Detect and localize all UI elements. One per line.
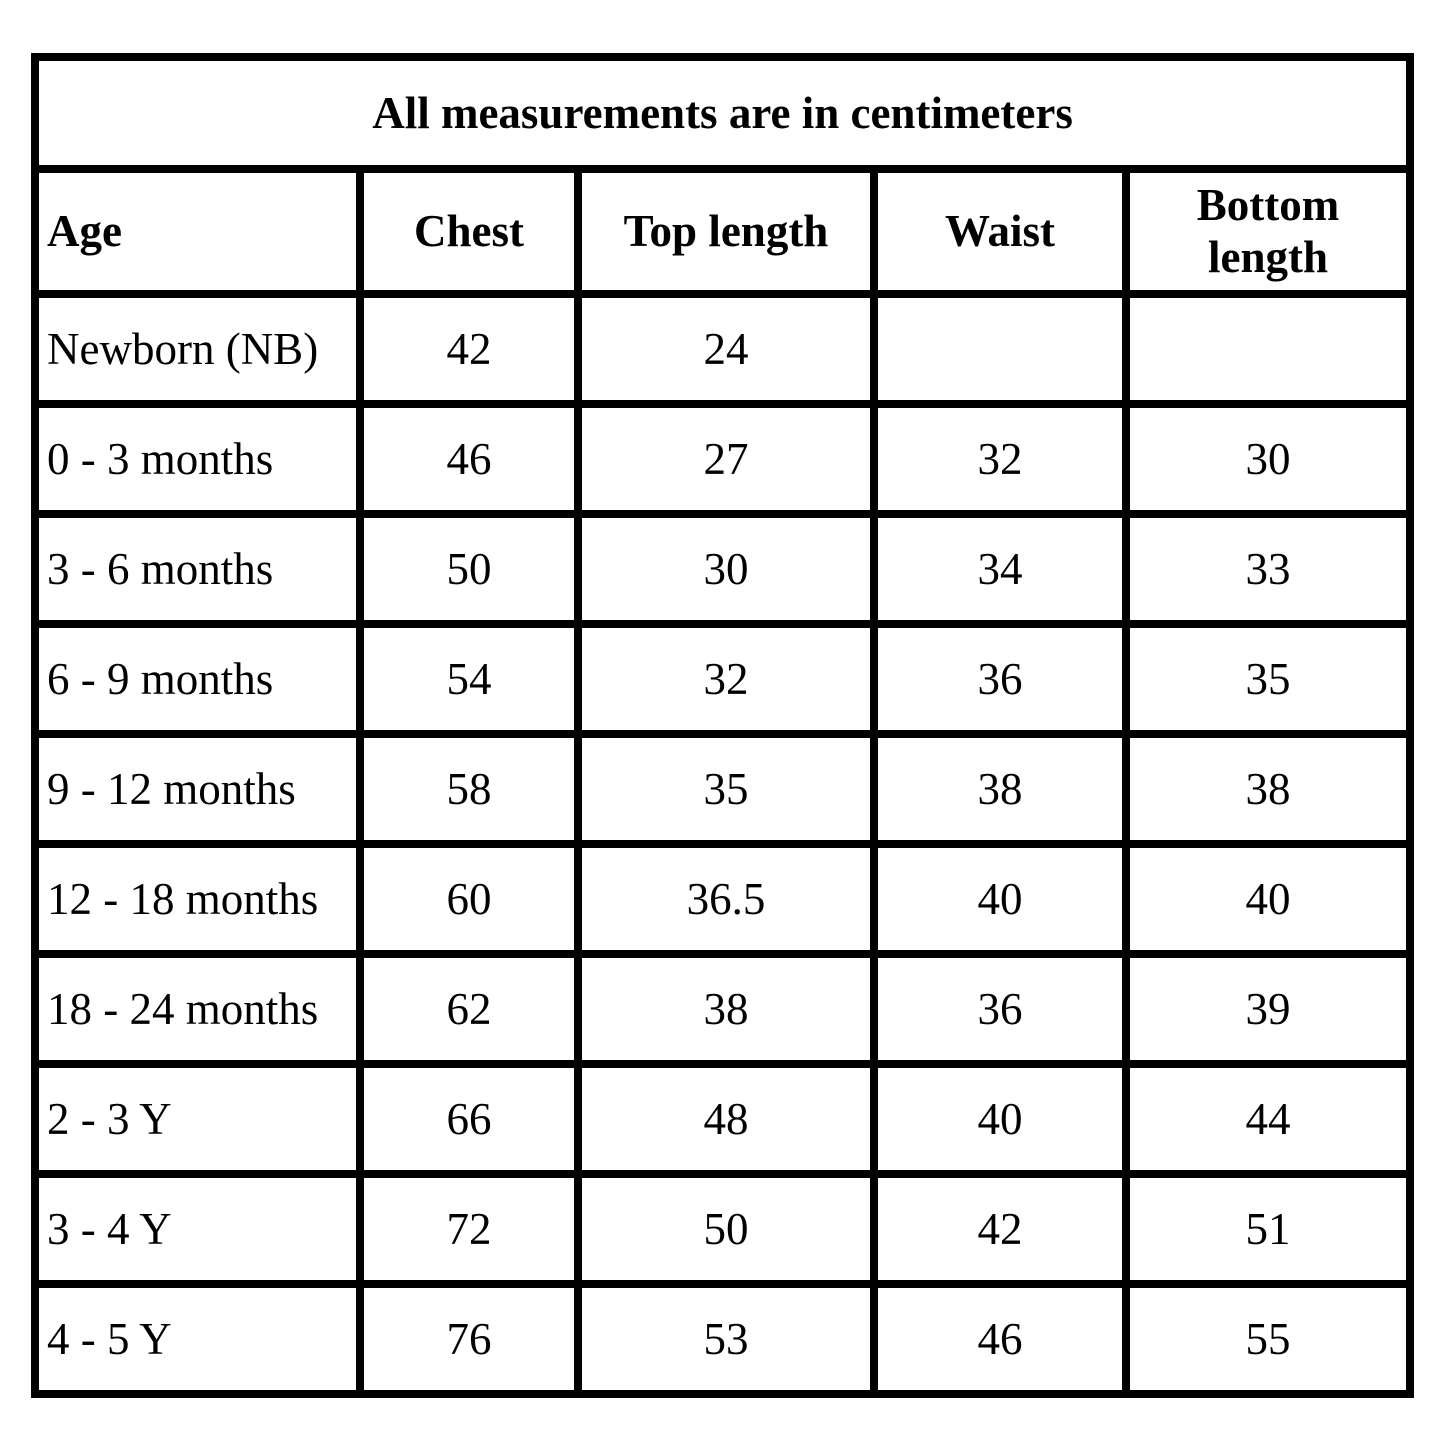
column-header-waist: Waist [870, 165, 1130, 298]
measurement-cell: 32 [574, 620, 878, 738]
measurement-cell: 33 [1121, 510, 1415, 628]
measurement-cell [870, 290, 1130, 408]
table-row: 4 - 5 Y 76 53 46 55 [31, 1280, 1415, 1398]
table-title-row: All measurements are in centimeters [30, 53, 1415, 173]
age-cell: 0 - 3 months [31, 400, 364, 518]
measurement-cell: 35 [1121, 620, 1415, 738]
measurement-cell: 38 [870, 730, 1130, 848]
column-header-label: Chest [414, 205, 524, 256]
measurement-cell: 40 [870, 840, 1130, 958]
measurement-cell: 72 [356, 1170, 582, 1288]
measurement-cell: 50 [356, 510, 582, 628]
measurement-cell: 66 [356, 1060, 582, 1178]
age-cell: 2 - 3 Y [31, 1060, 364, 1178]
measurement-cell: 51 [1121, 1170, 1415, 1288]
measurement-cell: 39 [1121, 950, 1415, 1068]
table-row: 3 - 4 Y 72 50 42 51 [31, 1170, 1415, 1288]
column-header-chest: Chest [356, 165, 582, 298]
measurement-cell: 60 [356, 840, 582, 958]
measurement-cell: 42 [870, 1170, 1130, 1288]
measurement-cell: 40 [1121, 840, 1415, 958]
table-row: 9 - 12 months 58 35 38 38 [31, 730, 1415, 848]
column-header-label: Age [47, 205, 122, 256]
measurement-cell: 46 [870, 1280, 1130, 1398]
column-header-label: Top length [623, 205, 829, 256]
size-chart-table: All measurements are in centimeters Age C… [30, 53, 1415, 1398]
age-cell: 12 - 18 months [31, 840, 364, 958]
measurement-cell: 30 [1121, 400, 1415, 518]
measurement-cell: 38 [1121, 730, 1415, 848]
measurement-cell: 30 [574, 510, 878, 628]
measurement-cell: 40 [870, 1060, 1130, 1178]
table-row: 18 - 24 months 62 38 36 39 [31, 950, 1415, 1068]
age-cell: 18 - 24 months [31, 950, 364, 1068]
age-cell: 6 - 9 months [31, 620, 364, 738]
table-row: 3 - 6 months 50 30 34 33 [31, 510, 1415, 628]
measurement-cell: 27 [574, 400, 878, 518]
table-row: 12 - 18 months 60 36.5 40 40 [31, 840, 1415, 958]
table-row: Newborn (NB) 42 24 [31, 290, 1415, 408]
table-row: 0 - 3 months 46 27 32 30 [31, 400, 1415, 518]
measurement-cell: 53 [574, 1280, 878, 1398]
column-header-label: Waist [944, 205, 1056, 256]
column-header-bottom-length: Bottom length [1121, 165, 1415, 298]
column-header-age: Age [31, 165, 364, 298]
measurement-cell [1121, 290, 1415, 408]
age-cell: 3 - 6 months [31, 510, 364, 628]
table-body: Newborn (NB) 42 24 0 - 3 months 46 27 32 30 3 - … [31, 290, 1415, 1398]
measurement-cell: 62 [356, 950, 582, 1068]
measurement-cell: 46 [356, 400, 582, 518]
age-cell: 4 - 5 Y [31, 1280, 364, 1398]
measurement-cell: 36 [870, 950, 1130, 1068]
table-row: 6 - 9 months 54 32 36 35 [31, 620, 1415, 738]
table-row: 2 - 3 Y 66 48 40 44 [31, 1060, 1415, 1178]
table-title: All measurements are in centimeters [30, 53, 1415, 173]
measurement-cell: 36 [870, 620, 1130, 738]
table-header-row: Age Chest Top length Waist Bottom length [31, 165, 1415, 298]
measurement-cell: 50 [574, 1170, 878, 1288]
age-cell: 9 - 12 months [31, 730, 364, 848]
measurement-cell: 58 [356, 730, 582, 848]
measurement-cell: 55 [1121, 1280, 1415, 1398]
measurement-cell: 76 [356, 1280, 582, 1398]
age-cell: Newborn (NB) [31, 290, 364, 408]
age-cell: 3 - 4 Y [31, 1170, 364, 1288]
measurement-cell: 38 [574, 950, 878, 1068]
column-header-top-length: Top length [574, 165, 878, 298]
measurement-cell: 48 [574, 1060, 878, 1178]
measurement-cell: 44 [1121, 1060, 1415, 1178]
measurement-cell: 42 [356, 290, 582, 408]
measurement-cell: 36.5 [574, 840, 878, 958]
column-header-label: Bottom length [1196, 179, 1340, 282]
measurement-cell: 54 [356, 620, 582, 738]
measurement-cell: 35 [574, 730, 878, 848]
measurement-cell: 32 [870, 400, 1130, 518]
measurement-cell: 34 [870, 510, 1130, 628]
measurement-cell: 24 [574, 290, 878, 408]
